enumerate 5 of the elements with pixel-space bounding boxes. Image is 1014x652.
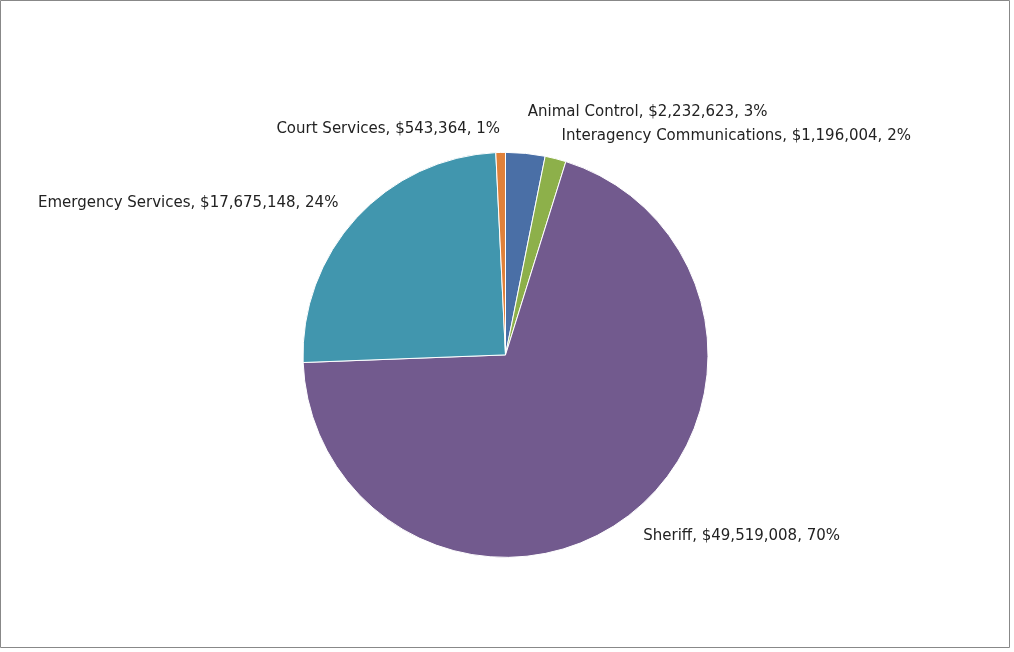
slice-label: Sheriff, $49,519,008, 70% (643, 526, 841, 545)
slice-label: Interagency Communications, $1,196,004, 2% (561, 126, 911, 145)
slice-label: Animal Control, $2,232,623, 3% (527, 101, 768, 120)
slice-label: Emergency Services, $17,675,148, 24% (37, 192, 339, 211)
slice-label: Court Services, $543,364, 1% (276, 119, 501, 138)
